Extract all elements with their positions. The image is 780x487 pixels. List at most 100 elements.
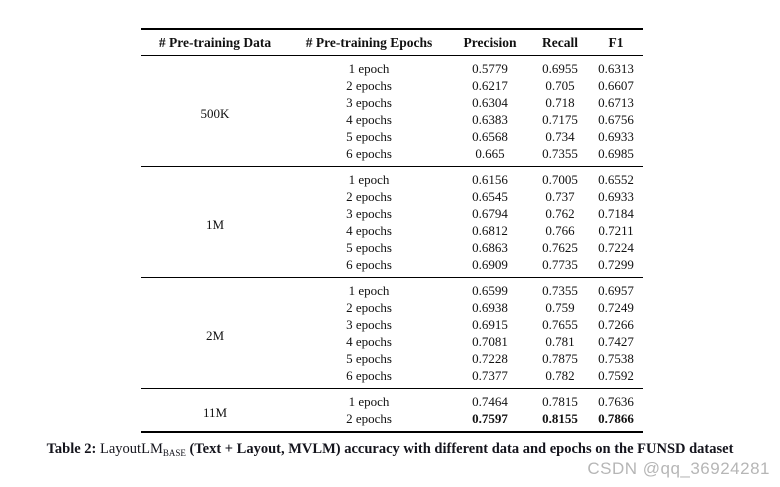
precision-cell: 0.6383 <box>472 112 508 127</box>
epochs-cell: 2 epochs <box>346 411 392 426</box>
f1-cell: 0.7636 <box>589 388 643 410</box>
column-header-recall: Recall <box>542 35 578 50</box>
recall-cell: 0.781 <box>545 334 575 349</box>
recall-cell: 0.734 <box>545 129 575 144</box>
precision-cell: 0.6812 <box>472 223 508 238</box>
caption-model-text: LayoutLM <box>100 441 163 457</box>
epochs-cell: 4 epochs <box>346 223 392 238</box>
results-table-body: 500K 1 epoch 0.5779 0.6955 0.6313 2 epochs 0.6… <box>141 56 643 432</box>
recall-cell: 0.766 <box>545 223 575 238</box>
f1-cell: 0.6713 <box>598 95 634 110</box>
f1-cell: 0.6607 <box>598 78 634 93</box>
recall-cell: 0.737 <box>545 189 575 204</box>
table-row: 6 epochs 0.665 0.7355 0.6985 <box>141 145 643 167</box>
recall-cell: 0.759 <box>545 300 575 315</box>
f1-cell: 0.6756 <box>598 112 634 127</box>
pretraining-data-size: 11M <box>141 388 289 432</box>
precision-cell: 0.6156 <box>449 166 531 188</box>
table-row: 11M 1 epoch 0.7464 0.7815 0.7636 <box>141 388 643 432</box>
recall-cell: 0.7875 <box>542 351 578 366</box>
table-row: 3 epochs 0.6915 0.7655 0.7266 <box>141 316 643 333</box>
precision-cell: 0.6909 <box>472 257 508 272</box>
epochs-cell: 5 epochs <box>346 351 392 366</box>
recall-cell: 0.7175 <box>542 112 578 127</box>
table-row: 2 epochs 0.6217 0.705 0.6607 <box>141 77 643 94</box>
table-row: 5 epochs 0.7228 0.7875 0.7538 <box>141 350 643 367</box>
table-row: 2 epochs 0.6938 0.759 0.7249 <box>141 299 643 316</box>
recall-cell: 0.8155 <box>542 411 578 426</box>
recall-cell: 0.782 <box>545 368 575 383</box>
precision-cell: 0.5779 <box>472 61 508 76</box>
table-row: 3 epochs 0.6794 0.762 0.7184 <box>141 205 643 222</box>
table-row: 6 epochs 0.6909 0.7735 0.7299 <box>141 256 643 278</box>
precision-cell: 0.6915 <box>472 317 508 332</box>
table-row: 2 epochs 0.7597 0.8155 0.7866 <box>141 410 643 432</box>
f1-cell: 0.7592 <box>598 368 634 383</box>
epochs-cell: 2 epochs <box>346 300 392 315</box>
f1-cell: 0.6552 <box>589 166 643 188</box>
table-caption: Table 2: LayoutLMBASE (Text + Layout, MV… <box>0 441 780 458</box>
precision-cell: 0.7377 <box>472 368 508 383</box>
epochs-cell: 6 epochs <box>346 146 392 161</box>
table-row: 500K 1 epoch 0.5779 0.6955 0.6313 <box>141 56 643 121</box>
recall-cell: 0.7815 <box>531 388 589 410</box>
epochs-cell: 6 epochs <box>346 368 392 383</box>
column-header-pretraining-data: # Pre-training Data <box>158 35 272 50</box>
table-row: 2 epochs 0.6545 0.737 0.6933 <box>141 188 643 205</box>
caption-model-name: LayoutLMBASE <box>100 441 186 458</box>
f1-cell: 0.7211 <box>598 223 634 238</box>
pretraining-data-size: 1M <box>141 166 289 278</box>
table-row: 3 epochs 0.6304 0.718 0.6713 <box>141 94 643 111</box>
precision-cell: 0.6794 <box>472 206 508 221</box>
precision-cell: 0.665 <box>475 146 505 161</box>
column-header-f1: F1 <box>608 35 624 50</box>
f1-cell: 0.6933 <box>598 129 634 144</box>
precision-cell: 0.7464 <box>449 388 531 410</box>
recall-cell: 0.705 <box>545 78 575 93</box>
epochs-cell: 2 epochs <box>346 78 392 93</box>
epochs-cell: 3 epochs <box>346 206 392 221</box>
recall-cell: 0.762 <box>545 206 575 221</box>
recall-cell: 0.7355 <box>542 146 578 161</box>
pretraining-data-size: 2M <box>141 277 289 389</box>
f1-cell: 0.7224 <box>598 240 634 255</box>
column-header-pretraining-epochs: # Pre-training Epochs <box>305 35 433 50</box>
precision-cell: 0.6599 <box>449 277 531 299</box>
table-row: 4 epochs 0.6383 0.7175 0.6756 <box>141 111 643 128</box>
f1-cell: 0.6313 <box>598 61 634 76</box>
epochs-cell: 6 epochs <box>346 257 392 272</box>
f1-cell: 0.7249 <box>598 300 634 315</box>
f1-cell: 0.7538 <box>598 351 634 366</box>
epochs-cell: 5 epochs <box>346 129 392 144</box>
epochs-cell: 2 epochs <box>346 189 392 204</box>
table-row: 1M 1 epoch 0.6156 0.7005 0.6552 <box>141 166 643 278</box>
precision-cell: 0.6304 <box>472 95 508 110</box>
recall-cell: 0.7625 <box>542 240 578 255</box>
recall-cell: 0.7355 <box>531 277 589 299</box>
f1-cell: 0.6985 <box>598 146 634 161</box>
recall-cell: 0.7655 <box>542 317 578 332</box>
precision-cell: 0.6568 <box>472 129 508 144</box>
table-row: 4 epochs 0.6812 0.766 0.7211 <box>141 222 643 239</box>
recall-cell: 0.6955 <box>542 61 578 76</box>
table-row: 5 epochs 0.6568 0.734 0.6933 <box>141 128 643 145</box>
table-row: 6 epochs 0.7377 0.782 0.7592 <box>141 367 643 389</box>
epochs-cell: 1 epoch <box>289 277 449 299</box>
precision-cell: 0.6938 <box>472 300 508 315</box>
header-row: # Pre-training Data # Pre-training Epoch… <box>141 29 643 56</box>
precision-cell: 0.6545 <box>472 189 508 204</box>
f1-cell: 0.7299 <box>598 257 634 272</box>
recall-cell: 0.7005 <box>531 166 589 188</box>
epochs-cell: 3 epochs <box>346 95 392 110</box>
caption-model-subscript: BASE <box>162 448 186 458</box>
csdn-watermark: CSDN @qq_36924281 <box>587 459 770 478</box>
precision-cell: 0.7081 <box>472 334 508 349</box>
precision-cell: 0.6217 <box>472 78 508 93</box>
epochs-cell: 1 epoch <box>289 388 449 410</box>
f1-cell: 0.7184 <box>598 206 634 221</box>
f1-cell: 0.7266 <box>598 317 634 332</box>
precision-cell: 0.7228 <box>472 351 508 366</box>
table-row: 2M 1 epoch 0.6599 0.7355 0.6957 <box>141 277 643 389</box>
f1-cell: 0.7866 <box>598 411 634 426</box>
column-header-precision: Precision <box>463 35 517 50</box>
